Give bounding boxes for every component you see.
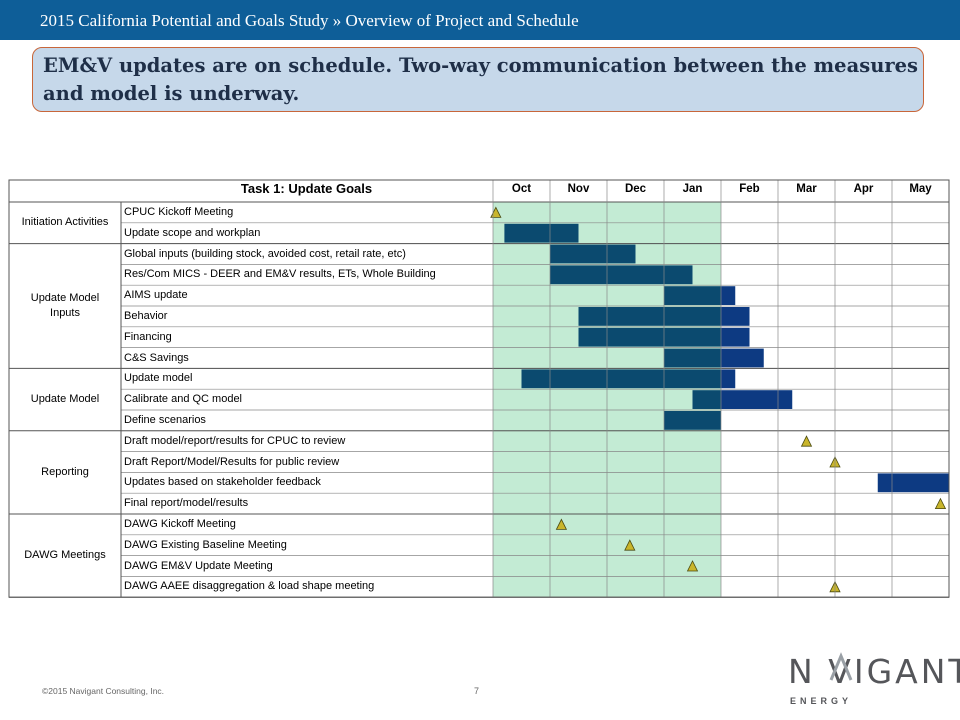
- month-label-dec: Dec: [624, 183, 647, 195]
- task-label: DAWG EM&V Update Meeting: [124, 559, 273, 572]
- group-label: Initiation Activities: [21, 216, 109, 229]
- task-label: AIMS update: [124, 289, 188, 302]
- group-label: Update Model: [30, 393, 100, 406]
- month-label-oct: Oct: [511, 183, 532, 195]
- task-label: CPUC Kickoff Meeting: [124, 206, 234, 218]
- task-label: Update scope and workplan: [124, 226, 261, 239]
- group-label: DAWG Meetings: [24, 549, 106, 562]
- task-label: Update model: [124, 372, 193, 385]
- bar-5: [578, 307, 721, 326]
- month-label-jan: Jan: [682, 183, 703, 195]
- group-label: Update Model Inputs: [30, 291, 100, 319]
- milestone-11: [800, 435, 813, 447]
- bar-2: [550, 244, 636, 264]
- task-label: C&S Savings: [124, 351, 189, 364]
- task-label: Define scenarios: [124, 414, 206, 426]
- task-label: Behavior: [124, 310, 168, 322]
- logo-subtitle: ENERGY: [790, 696, 853, 706]
- task-label: Global inputs (building stock, avoided c…: [124, 247, 406, 260]
- month-label-mar: Mar: [796, 183, 817, 195]
- copyright: ©2015 Navigant Consulting, Inc.: [42, 686, 165, 696]
- task-label: DAWG Existing Baseline Meeting: [124, 538, 287, 551]
- task-label: Draft Report/Model/Results for public re…: [124, 455, 340, 468]
- task-label: Res/Com MICS - DEER and EM&V results, ET…: [124, 268, 436, 281]
- bar-1: [504, 223, 579, 243]
- bar-future-4: [721, 286, 736, 305]
- milestone-16: [624, 539, 636, 551]
- milestone-14: [934, 497, 947, 510]
- task-label: Updates based on stakeholder feedback: [124, 476, 321, 489]
- group-label: Reporting: [41, 465, 89, 478]
- bar-future-5: [721, 307, 750, 326]
- task-label: DAWG AAEE disaggregation & load shape me…: [124, 580, 375, 593]
- callout-text: EM&V updates are on schedule. Two-way co…: [43, 54, 919, 105]
- logo-wordmark: N VIGANT: [788, 652, 960, 691]
- bar-10: [664, 411, 721, 430]
- callout-box: EM&V updates are on schedule. Two-way co…: [32, 47, 924, 112]
- task-label: Calibrate and QC model: [124, 393, 243, 406]
- bar-7: [664, 348, 721, 368]
- page-number: 7: [474, 686, 480, 696]
- bar-future-9: [721, 390, 793, 409]
- logo-chevron-icon: [829, 652, 853, 681]
- gantt-title: Task 1: Update Goals: [240, 181, 373, 196]
- task-label: Draft model/report/results for CPUC to r…: [124, 434, 346, 447]
- task-label: Financing: [124, 330, 172, 343]
- month-label-feb: Feb: [739, 183, 760, 195]
- bar-future-8: [721, 369, 736, 389]
- month-label-may: May: [909, 183, 932, 195]
- month-label-nov: Nov: [567, 183, 590, 195]
- bar-9: [692, 390, 721, 409]
- task-label: DAWG Kickoff Meeting: [124, 518, 236, 530]
- page-title: 2015 California Potential and Goals Stud…: [40, 11, 579, 30]
- highlight-oct: [493, 202, 550, 598]
- month-label-apr: Apr: [853, 183, 874, 195]
- milestone-15: [555, 518, 568, 530]
- bar-4: [664, 286, 721, 305]
- milestone-17: [686, 560, 699, 572]
- bar-6: [578, 327, 721, 347]
- task-label: Final report/model/results: [124, 497, 249, 510]
- bar-future-7: [721, 348, 764, 368]
- bar-future-13: [877, 473, 949, 493]
- bar-8: [521, 369, 721, 389]
- header-bar: 2015 California Potential and Goals Stud…: [0, 0, 960, 40]
- navigant-logo: N VIGANT ENERGY: [788, 652, 960, 710]
- bar-future-6: [721, 327, 750, 347]
- bar-3: [550, 265, 693, 285]
